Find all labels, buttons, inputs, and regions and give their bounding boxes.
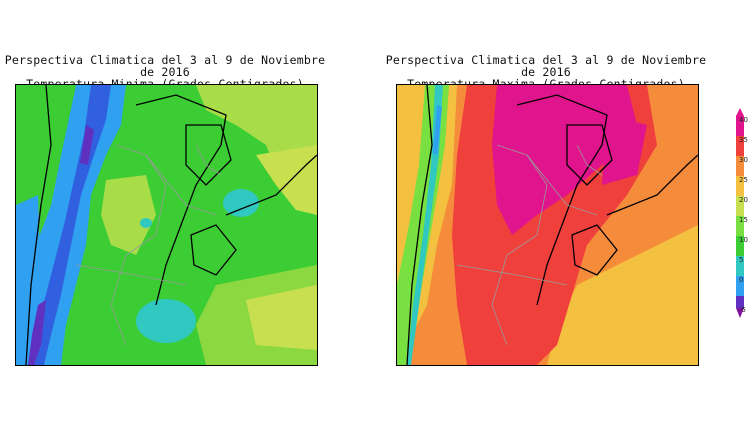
min-title-line1: Perspectiva Climatica del 3 al 9 de Novi… bbox=[4, 53, 326, 79]
temperature-colorbar bbox=[730, 108, 750, 324]
colorbar-tick-10: 10 bbox=[739, 236, 748, 244]
colorbar-tick-35: 35 bbox=[739, 136, 748, 144]
colorbar-tick-25: 25 bbox=[739, 176, 748, 184]
colorbar-tick-5: 5 bbox=[739, 256, 744, 264]
colorbar-tick-15: 15 bbox=[739, 216, 748, 224]
colorbar-tick-30: 30 bbox=[739, 156, 748, 164]
max-temp-map bbox=[396, 84, 699, 366]
max-title-line1: Perspectiva Climatica del 3 al 9 de Novi… bbox=[385, 53, 707, 79]
colorbar-tick-20: 20 bbox=[739, 196, 748, 204]
min-temp-map bbox=[15, 84, 318, 366]
colorbar-tick-40: 40 bbox=[739, 116, 748, 124]
colorbar-tick-minus5: -5 bbox=[739, 306, 746, 314]
colorbar-tick-0: 0 bbox=[739, 276, 744, 284]
